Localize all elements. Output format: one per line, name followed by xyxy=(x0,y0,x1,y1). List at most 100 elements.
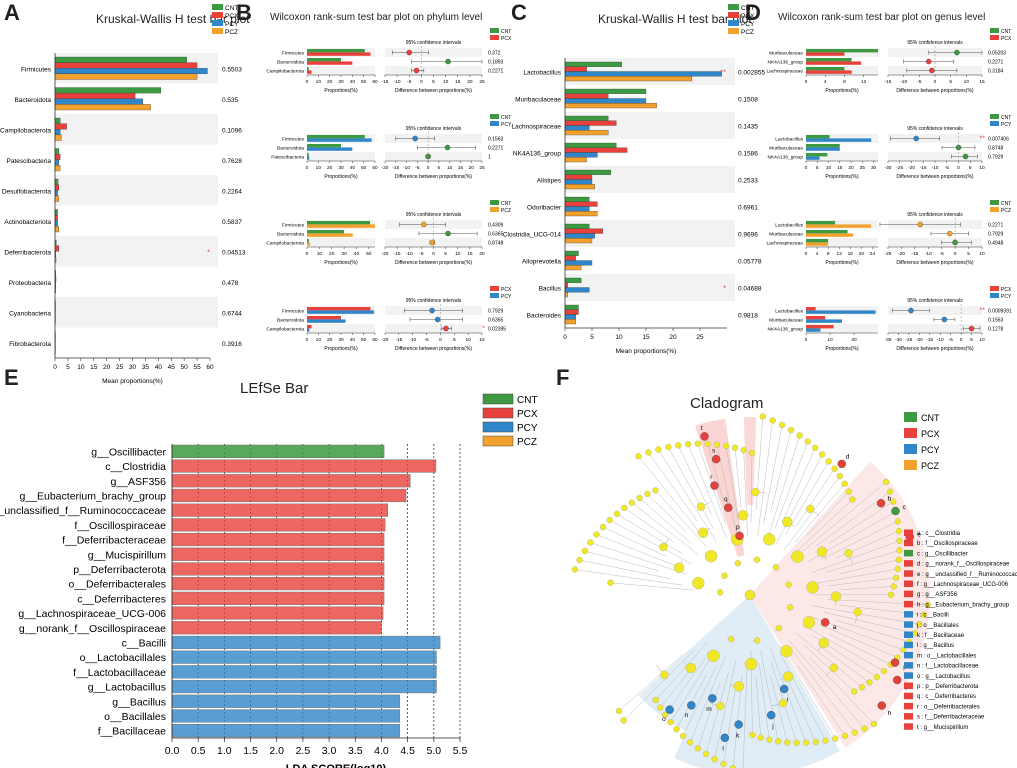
d-row-bg xyxy=(888,238,982,247)
b-legend-label: CNT xyxy=(501,201,511,207)
f-leaf-node xyxy=(825,458,832,465)
b-pvalue: 0.2271 xyxy=(488,146,504,152)
e-category-label: g__norank_f__Oscillospiraceae xyxy=(19,623,166,635)
b-ci-x-axis-label: Difference between proportions(%) xyxy=(395,174,473,180)
e-category-label: g__Lachnospiraceae_UCG-006 xyxy=(18,608,166,620)
a-row-bg xyxy=(55,175,218,206)
e-bar xyxy=(171,709,401,723)
f-leaf-node xyxy=(896,537,903,545)
panel-letter-c: C xyxy=(511,0,527,25)
f-biomarker-node xyxy=(700,432,709,441)
f-leaf-node xyxy=(757,734,764,741)
b-pvalue: 1 xyxy=(488,155,491,161)
f-leaf-node xyxy=(635,453,642,460)
b-pvalue: 0.1893 xyxy=(488,60,504,66)
f-branch xyxy=(624,507,675,543)
b-bar-x-tick-label: 30 xyxy=(338,165,344,171)
f-leaf-node xyxy=(858,684,866,691)
f-branch xyxy=(648,452,698,522)
e-bar xyxy=(171,606,384,620)
panel-f-cladogram: abcdefghijklmnopqrstCNTPCXPCYPCZa : c__C… xyxy=(571,412,1017,768)
d-bar xyxy=(806,230,848,234)
e-category-label: g__Bacillus xyxy=(112,696,166,708)
a-x-tick-label: 30 xyxy=(129,364,137,371)
f-internal-node xyxy=(763,533,776,546)
d-category-label: Muribaculaceae xyxy=(769,318,803,324)
d-bar-x-tick-label: 30 xyxy=(871,165,877,171)
c-x-tick-label: 25 xyxy=(696,334,704,341)
a-legend-swatch xyxy=(212,4,223,10)
d-ci-title: 95% confidence intervals xyxy=(907,126,963,132)
d-ci-x-tick-label: -20 xyxy=(898,251,905,257)
a-category-label: Actinobacteriota xyxy=(4,219,51,226)
c-x-axis-label: Mean proportions(%) xyxy=(616,348,677,355)
d-bar xyxy=(806,70,852,74)
f-leaf-node xyxy=(894,565,901,573)
f-leaf-node xyxy=(851,688,858,695)
d-ci-x-tick-label: -5 xyxy=(945,165,950,171)
f-internal-node xyxy=(751,487,760,497)
a-x-tick-label: 25 xyxy=(116,364,124,371)
f-leaf-node xyxy=(607,579,614,586)
b-ci-x-tick-label: -15 xyxy=(392,165,399,171)
b-legend-label: CNT xyxy=(501,29,511,35)
b-ci-x-axis-label: Difference between proportions(%) xyxy=(395,346,473,352)
b-ci-x-tick-label: 10 xyxy=(443,79,449,85)
f-leaf-node xyxy=(684,441,692,448)
d-pvalue: 0.8748 xyxy=(988,146,1004,152)
f-branch xyxy=(760,649,779,742)
b-bar-x-axis-label: Proportions(%) xyxy=(324,260,358,266)
e-legend-swatch xyxy=(482,393,514,405)
f-biomarker-node xyxy=(890,658,900,667)
f-branch xyxy=(770,648,807,743)
c-bar xyxy=(564,120,617,126)
d-bar-x-tick-label: 24 xyxy=(870,251,876,257)
a-pvalue: 0.2264 xyxy=(222,188,242,195)
f-key-label: i : c__Bacilli xyxy=(917,613,949,619)
a-pvalue: 0.04513 xyxy=(222,249,246,256)
f-internal-node xyxy=(844,549,853,558)
f-leaf-node xyxy=(836,473,844,480)
f-leaf-node xyxy=(894,518,901,525)
c-x-tick-label: 20 xyxy=(669,334,677,341)
f-node-label: e xyxy=(917,531,921,538)
b-bar-x-axis-label: Proportions(%) xyxy=(324,346,358,352)
d-ci-x-tick-label: 5 xyxy=(969,165,972,171)
d-category-label: Muribaculaceae xyxy=(769,232,803,238)
a-x-tick-label: 10 xyxy=(77,364,85,371)
d-bar xyxy=(806,224,872,228)
f-leaf-node xyxy=(832,735,839,742)
d-category-label: NK4A136_group xyxy=(768,60,804,66)
e-category-label: c__Deferribacteres xyxy=(77,593,166,605)
f-internal-node xyxy=(737,510,749,521)
b-bar-x-tick-label: 20 xyxy=(329,251,335,257)
f-leaf-node xyxy=(687,739,694,746)
f-key-swatch xyxy=(904,560,913,567)
d-bar xyxy=(806,58,852,62)
f-leaf-node xyxy=(581,547,588,555)
d-ci-title: 95% confidence intervals xyxy=(907,212,963,218)
a-category-label: Proteobacteria xyxy=(9,280,52,287)
f-biomarker-node xyxy=(820,618,830,627)
f-internal-node xyxy=(673,562,685,573)
f-node-label: j xyxy=(771,723,773,730)
d-row-bg xyxy=(888,324,982,333)
f-branch xyxy=(825,550,900,573)
f-leaf-node xyxy=(883,478,890,486)
d-category-label: Lachnospiraceae xyxy=(766,241,803,247)
f-leaf-node xyxy=(748,449,756,457)
b-row-bg xyxy=(385,66,482,75)
d-bar-x-tick-label: 4 xyxy=(816,251,819,257)
b-bar xyxy=(307,242,311,246)
d-legend-swatch xyxy=(990,293,999,298)
f-internal-node xyxy=(775,625,783,632)
f-branch xyxy=(723,687,736,764)
b-bar xyxy=(307,153,309,157)
b-bar-x-tick-label: 0 xyxy=(306,165,309,171)
f-leaf-node xyxy=(599,523,607,531)
b-pvalue: 0.8748 xyxy=(488,241,504,247)
c-legend-label: PCY xyxy=(741,21,755,28)
a-bar xyxy=(54,104,151,111)
e-category-label: p__Deferribacterota xyxy=(73,564,166,576)
